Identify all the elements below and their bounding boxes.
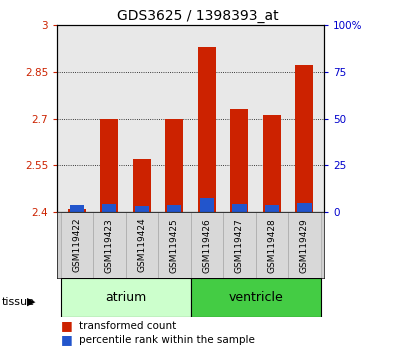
Text: GSM119429: GSM119429 xyxy=(300,218,309,273)
Bar xyxy=(295,65,313,212)
Bar xyxy=(93,212,126,278)
Bar xyxy=(158,212,190,278)
Text: GSM119422: GSM119422 xyxy=(72,218,81,273)
Bar xyxy=(232,204,246,212)
Bar xyxy=(191,278,321,317)
Text: GSM119426: GSM119426 xyxy=(202,218,211,273)
Bar xyxy=(100,119,118,212)
Text: ventricle: ventricle xyxy=(228,291,283,304)
Text: percentile rank within the sample: percentile rank within the sample xyxy=(79,335,255,345)
Text: GDS3625 / 1398393_at: GDS3625 / 1398393_at xyxy=(117,9,278,23)
Bar xyxy=(70,205,84,212)
Text: transformed count: transformed count xyxy=(79,321,176,331)
Text: GSM119427: GSM119427 xyxy=(235,218,244,273)
Bar xyxy=(297,203,312,212)
Bar xyxy=(230,109,248,212)
Bar xyxy=(265,205,279,212)
Bar xyxy=(223,212,256,278)
Text: tissue: tissue xyxy=(2,297,35,307)
Bar xyxy=(60,278,191,317)
Bar xyxy=(102,204,117,212)
Bar xyxy=(200,198,214,212)
Text: GSM119425: GSM119425 xyxy=(170,218,179,273)
Bar xyxy=(126,212,158,278)
Bar xyxy=(133,159,151,212)
Bar xyxy=(68,209,86,212)
Text: ■: ■ xyxy=(61,319,73,332)
Text: ▶: ▶ xyxy=(27,297,36,307)
Bar xyxy=(256,212,288,278)
Bar xyxy=(288,212,321,278)
Text: GSM119423: GSM119423 xyxy=(105,218,114,273)
Text: ■: ■ xyxy=(61,333,73,346)
Text: GSM119428: GSM119428 xyxy=(267,218,276,273)
Bar xyxy=(191,212,223,278)
Bar xyxy=(167,205,181,212)
Bar xyxy=(60,212,93,278)
Bar xyxy=(166,119,183,212)
Text: atrium: atrium xyxy=(105,291,146,304)
Bar xyxy=(135,206,149,212)
Bar xyxy=(198,47,216,212)
Text: GSM119424: GSM119424 xyxy=(137,218,146,273)
Bar xyxy=(263,115,281,212)
